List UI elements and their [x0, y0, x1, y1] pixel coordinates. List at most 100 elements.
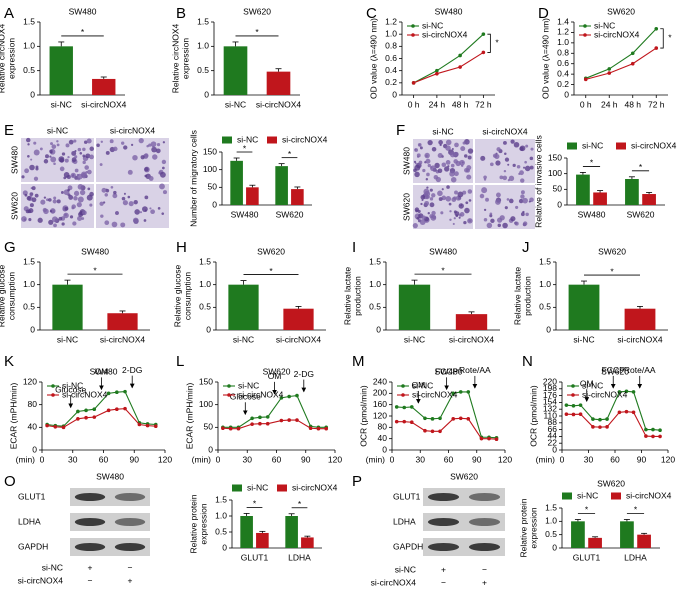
cell-stain — [417, 209, 421, 213]
cell-stain — [416, 155, 420, 158]
point — [458, 65, 462, 69]
significance-label: * — [255, 27, 259, 37]
cell-stain — [28, 218, 32, 222]
cell-stain — [499, 215, 505, 221]
cell-stain — [489, 214, 493, 218]
cell-stain — [21, 175, 25, 179]
significance-label: * — [253, 499, 257, 509]
cell-stain — [45, 154, 50, 159]
cell-stain — [429, 188, 433, 192]
cell-stain — [460, 146, 466, 152]
point — [123, 389, 127, 394]
cell-stain — [467, 148, 474, 154]
point — [481, 32, 486, 36]
cell-stain — [149, 207, 152, 210]
point — [394, 405, 399, 409]
legend-label: si-NC — [62, 380, 83, 390]
condition-sign: − — [482, 564, 487, 574]
point — [137, 422, 142, 427]
y-tick-label: 1.5 — [199, 256, 211, 266]
cell-stain — [151, 146, 157, 153]
x-tick-label: LDHA — [624, 552, 647, 562]
cell-stain — [161, 212, 165, 215]
cell-stain — [504, 206, 508, 210]
condition-sign: + — [128, 575, 133, 585]
cell-stain — [502, 222, 508, 229]
cell-stain — [530, 147, 534, 151]
x-tick-label: 120 — [158, 454, 172, 464]
x-tick-label: 60 — [272, 454, 282, 464]
point — [287, 394, 291, 399]
significance-label: * — [610, 266, 614, 276]
y-tick-label: 1.0 — [545, 516, 557, 526]
cell-stain — [69, 215, 74, 219]
chart-title: SW620 — [243, 6, 271, 16]
cell-stain — [58, 156, 65, 163]
injection-label: 2-DG — [294, 369, 314, 379]
cell-stain — [483, 218, 488, 222]
y-tick-label: 160 — [373, 399, 387, 409]
point — [265, 415, 270, 419]
y-tick-label: 100 — [199, 399, 213, 409]
blot-strip — [423, 538, 505, 556]
y-tick-label: 154 — [543, 397, 557, 407]
cell-stain — [516, 164, 521, 169]
cell-stain — [434, 162, 440, 169]
cell-stain — [144, 195, 149, 200]
cell-stain — [143, 219, 147, 222]
point — [115, 407, 119, 412]
cell-stain — [51, 216, 58, 223]
cell-stain — [421, 215, 426, 220]
blot-band — [74, 493, 106, 501]
point — [630, 51, 635, 56]
x-tick-label: si-NC — [573, 334, 594, 344]
cell-stain — [503, 169, 507, 173]
blot-band — [114, 518, 146, 526]
point — [658, 428, 662, 433]
y-tick-label: 0.5 — [369, 302, 381, 312]
cell-stain — [56, 140, 59, 143]
cell-stain — [74, 155, 78, 159]
y-tick-label: 50 — [208, 182, 218, 192]
cell-stain — [128, 201, 134, 207]
panel-letter: O — [4, 473, 16, 490]
cell-stain — [426, 172, 430, 177]
point — [451, 417, 456, 421]
panel-letter: M — [352, 353, 365, 370]
cell-stain — [446, 185, 450, 189]
cell-stain — [159, 171, 166, 178]
y-tick-label: 0.4 — [557, 68, 569, 78]
x-tick-label: SW480 — [578, 209, 606, 219]
point — [617, 410, 622, 415]
point — [236, 426, 241, 431]
significance-label: * — [668, 33, 672, 43]
series-line — [585, 47, 657, 80]
cell-stain — [490, 218, 495, 224]
bar — [283, 308, 314, 330]
y-tick-label: 1.0 — [369, 279, 381, 289]
y-tick-label: 0.5 — [23, 65, 35, 75]
bar — [107, 313, 138, 330]
x-tick-label: si-circNOX4 — [81, 99, 127, 109]
point — [644, 427, 648, 432]
legend-label: si-NC — [247, 482, 268, 492]
x-tick-label: 90 — [130, 454, 140, 464]
cell-stain — [414, 171, 420, 178]
x-tick-label: si-circNOX4 — [276, 334, 322, 344]
y-tick-label: 0 — [382, 444, 387, 454]
cell-stain — [73, 190, 80, 197]
y-axis-label: expression — [6, 38, 16, 79]
point — [228, 426, 233, 431]
cell-stain — [33, 141, 37, 145]
point — [487, 436, 491, 441]
y-tick-label: 22 — [548, 437, 558, 447]
cell-stain — [450, 176, 457, 183]
point — [153, 424, 158, 429]
blot-band — [74, 518, 106, 526]
cell-stain — [525, 212, 529, 217]
cell-stain — [485, 197, 489, 202]
y-tick-label: 0 — [212, 199, 217, 209]
chart-title: SW620 — [597, 478, 625, 488]
bar — [620, 521, 634, 548]
